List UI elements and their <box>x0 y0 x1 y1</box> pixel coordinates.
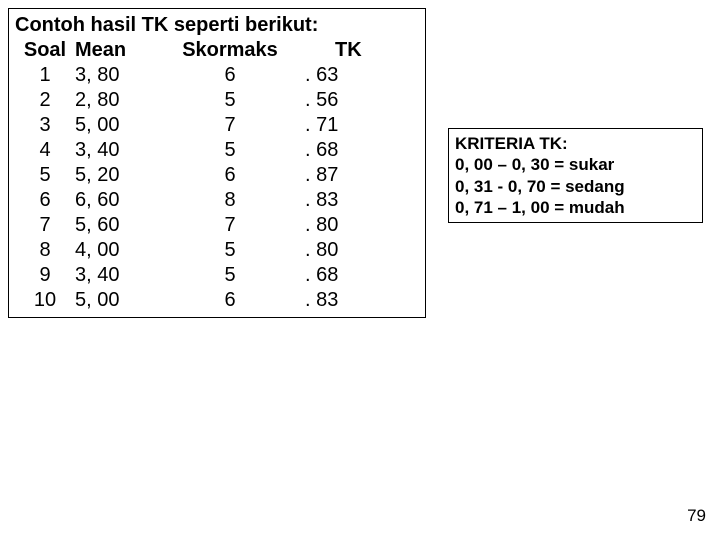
cell-mean: 5, 20 <box>75 163 155 188</box>
cell-mean: 5, 00 <box>75 288 155 313</box>
results-box: Contoh hasil TK seperti berikut: Soal Me… <box>8 8 426 318</box>
cell-skormaks: 6 <box>155 63 305 88</box>
cell-skormaks: 5 <box>155 238 305 263</box>
table-row: 93, 405. 68 <box>15 263 419 288</box>
header-mean: Mean <box>75 38 155 63</box>
header-tk: TK <box>305 38 405 63</box>
cell-mean: 3, 40 <box>75 138 155 163</box>
cell-mean: 4, 00 <box>75 238 155 263</box>
table-row: 43, 405. 68 <box>15 138 419 163</box>
cell-soal: 3 <box>15 113 75 138</box>
cell-soal: 9 <box>15 263 75 288</box>
cell-soal: 6 <box>15 188 75 213</box>
cell-mean: 5, 00 <box>75 113 155 138</box>
cell-skormaks: 8 <box>155 188 305 213</box>
table-row: 105, 006. 83 <box>15 288 419 313</box>
table-row: 13, 806. 63 <box>15 63 419 88</box>
cell-skormaks: 5 <box>155 263 305 288</box>
cell-skormaks: 6 <box>155 163 305 188</box>
cell-tk: . 87 <box>305 163 405 188</box>
criteria-line: 0, 31 - 0, 70 = sedang <box>455 176 696 197</box>
cell-skormaks: 5 <box>155 138 305 163</box>
cell-soal: 1 <box>15 63 75 88</box>
table-row: 66, 608. 83 <box>15 188 419 213</box>
cell-tk: . 71 <box>305 113 405 138</box>
cell-mean: 2, 80 <box>75 88 155 113</box>
table-row: 55, 206. 87 <box>15 163 419 188</box>
cell-tk: . 80 <box>305 238 405 263</box>
cell-soal: 2 <box>15 88 75 113</box>
cell-soal: 5 <box>15 163 75 188</box>
table-row: 75, 607. 80 <box>15 213 419 238</box>
page-number: 79 <box>687 506 706 526</box>
criteria-title: KRITERIA TK: <box>455 133 696 154</box>
criteria-line: 0, 71 – 1, 00 = mudah <box>455 197 696 218</box>
table-row: 35, 007. 71 <box>15 113 419 138</box>
cell-skormaks: 6 <box>155 288 305 313</box>
cell-tk: . 68 <box>305 138 405 163</box>
criteria-box: KRITERIA TK: 0, 00 – 0, 30 = sukar 0, 31… <box>448 128 703 223</box>
cell-tk: . 63 <box>305 63 405 88</box>
table-row: 84, 005. 80 <box>15 238 419 263</box>
cell-skormaks: 7 <box>155 113 305 138</box>
table-body: 13, 806. 6322, 805. 5635, 007. 7143, 405… <box>15 63 419 313</box>
cell-skormaks: 7 <box>155 213 305 238</box>
cell-tk: . 68 <box>305 263 405 288</box>
results-title: Contoh hasil TK seperti berikut: <box>15 13 419 38</box>
cell-soal: 8 <box>15 238 75 263</box>
criteria-line: 0, 00 – 0, 30 = sukar <box>455 154 696 175</box>
cell-tk: . 56 <box>305 88 405 113</box>
cell-mean: 6, 60 <box>75 188 155 213</box>
cell-mean: 3, 80 <box>75 63 155 88</box>
cell-mean: 5, 60 <box>75 213 155 238</box>
cell-tk: . 83 <box>305 188 405 213</box>
cell-tk: . 80 <box>305 213 405 238</box>
cell-soal: 4 <box>15 138 75 163</box>
cell-skormaks: 5 <box>155 88 305 113</box>
table-header-row: Soal Mean Skormaks TK <box>15 38 419 63</box>
cell-soal: 7 <box>15 213 75 238</box>
header-skormaks: Skormaks <box>155 38 305 63</box>
table-row: 22, 805. 56 <box>15 88 419 113</box>
cell-soal: 10 <box>15 288 75 313</box>
cell-tk: . 83 <box>305 288 405 313</box>
cell-mean: 3, 40 <box>75 263 155 288</box>
header-soal: Soal <box>15 38 75 63</box>
